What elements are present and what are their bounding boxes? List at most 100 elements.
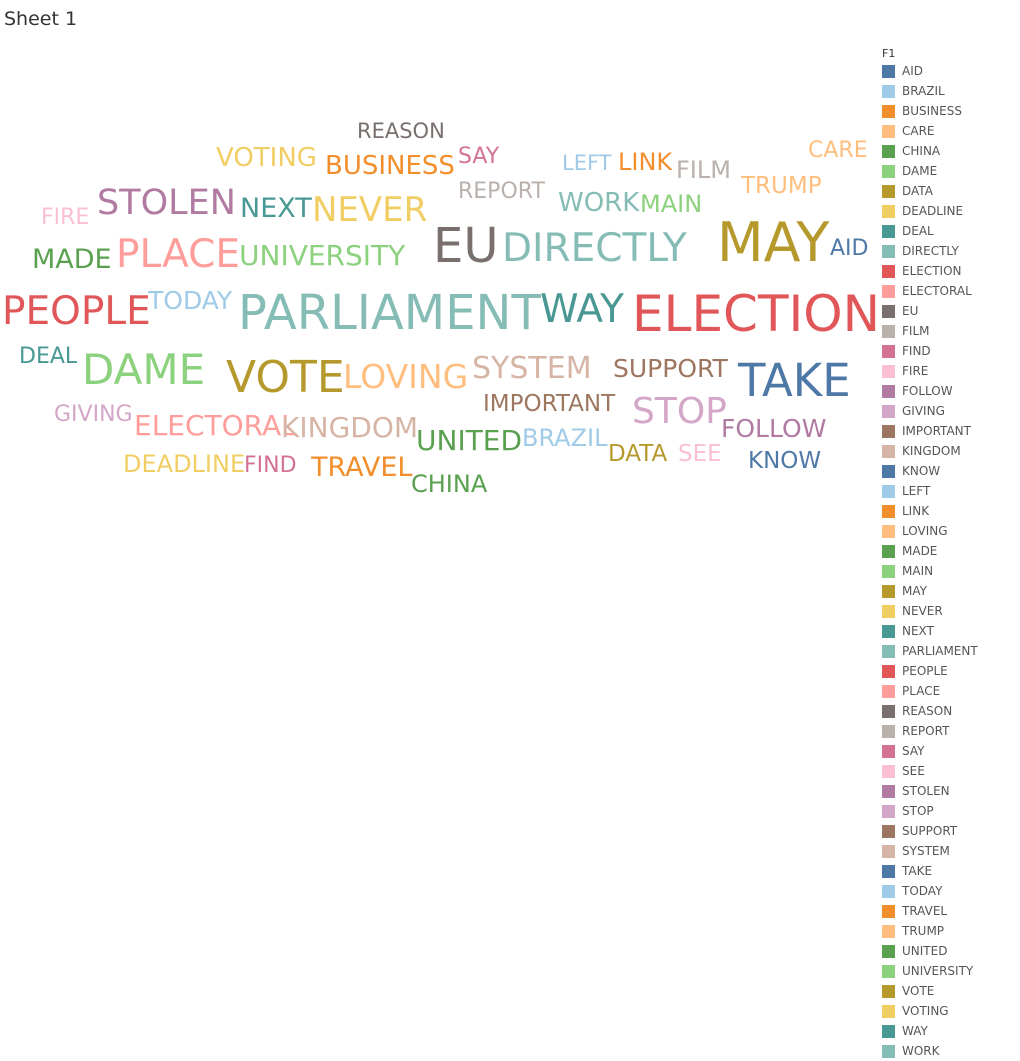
legend-label: SEE: [902, 764, 925, 778]
legend-swatch: [882, 724, 895, 738]
legend-label: REPORT: [902, 724, 950, 738]
legend-label: TODAY: [902, 884, 943, 898]
legend-item-fire[interactable]: FIRE: [882, 361, 1018, 381]
legend-item-loving[interactable]: LOVING: [882, 521, 1018, 541]
legend-item-giving[interactable]: GIVING: [882, 401, 1018, 421]
legend-swatch: [882, 404, 895, 418]
legend-item-know[interactable]: KNOW: [882, 461, 1018, 481]
word-say: SAY: [458, 144, 500, 169]
legend-item-take[interactable]: TAKE: [882, 861, 1018, 881]
legend-swatch: [882, 824, 895, 838]
word-directly: DIRECTLY: [502, 226, 687, 271]
legend-item-stop[interactable]: STOP: [882, 801, 1018, 821]
legend-label: VOTE: [902, 984, 935, 998]
word-left: LEFT: [562, 151, 612, 175]
word-deadline: DEADLINE: [123, 450, 246, 478]
legend-swatch: [882, 264, 895, 278]
legend-item-link[interactable]: LINK: [882, 501, 1018, 521]
legend-item-united[interactable]: UNITED: [882, 941, 1018, 961]
legend-label: KNOW: [902, 464, 941, 478]
word-find: FIND: [244, 453, 297, 478]
legend-item-deal[interactable]: DEAL: [882, 221, 1018, 241]
legend-item-voting[interactable]: VOTING: [882, 1001, 1018, 1021]
legend-swatch: [882, 544, 895, 558]
legend-item-left[interactable]: LEFT: [882, 481, 1018, 501]
legend-item-way[interactable]: WAY: [882, 1021, 1018, 1041]
legend-item-brazil[interactable]: BRAZIL: [882, 81, 1018, 101]
legend-item-china[interactable]: CHINA: [882, 141, 1018, 161]
word-voting: VOTING: [216, 143, 317, 173]
legend-label: GIVING: [902, 404, 945, 418]
word-loving: LOVING: [343, 357, 469, 396]
word-film: FILM: [676, 156, 731, 184]
legend-item-kingdom[interactable]: KINGDOM: [882, 441, 1018, 461]
legend-item-say[interactable]: SAY: [882, 741, 1018, 761]
legend-label: AID: [902, 64, 923, 78]
legend-item-follow[interactable]: FOLLOW: [882, 381, 1018, 401]
legend-item-dame[interactable]: DAME: [882, 161, 1018, 181]
legend-swatch: [882, 164, 895, 178]
legend-item-see[interactable]: SEE: [882, 761, 1018, 781]
legend-item-report[interactable]: REPORT: [882, 721, 1018, 741]
legend-item-aid[interactable]: AID: [882, 61, 1018, 81]
word-reason: REASON: [357, 119, 445, 143]
legend-item-never[interactable]: NEVER: [882, 601, 1018, 621]
legend-swatch: [882, 424, 895, 438]
word-follow: FOLLOW: [721, 414, 827, 443]
legend-item-parliament[interactable]: PARLIAMENT: [882, 641, 1018, 661]
legend-label: DEAL: [902, 224, 934, 238]
legend-swatch: [882, 964, 895, 978]
legend-item-electoral[interactable]: ELECTORAL: [882, 281, 1018, 301]
legend-item-may[interactable]: MAY: [882, 581, 1018, 601]
legend-item-film[interactable]: FILM: [882, 321, 1018, 341]
legend-item-work[interactable]: WORK: [882, 1041, 1018, 1061]
legend-item-next[interactable]: NEXT: [882, 621, 1018, 641]
legend-label: UNITED: [902, 944, 948, 958]
word-china: CHINA: [411, 470, 488, 498]
legend-item-care[interactable]: CARE: [882, 121, 1018, 141]
legend-item-vote[interactable]: VOTE: [882, 981, 1018, 1001]
legend-item-made[interactable]: MADE: [882, 541, 1018, 561]
legend-label: DIRECTLY: [902, 244, 959, 258]
legend-item-find[interactable]: FIND: [882, 341, 1018, 361]
legend-item-directly[interactable]: DIRECTLY: [882, 241, 1018, 261]
word-election: ELECTION: [632, 285, 880, 343]
legend-item-university[interactable]: UNIVERSITY: [882, 961, 1018, 981]
legend-label: BRAZIL: [902, 84, 945, 98]
legend-item-travel[interactable]: TRAVEL: [882, 901, 1018, 921]
legend-item-people[interactable]: PEOPLE: [882, 661, 1018, 681]
legend-item-reason[interactable]: REASON: [882, 701, 1018, 721]
legend-swatch: [882, 924, 895, 938]
legend-item-trump[interactable]: TRUMP: [882, 921, 1018, 941]
word-know: KNOW: [748, 448, 822, 474]
legend-item-system[interactable]: SYSTEM: [882, 841, 1018, 861]
legend-swatch: [882, 324, 895, 338]
legend-swatch: [882, 744, 895, 758]
legend-item-election[interactable]: ELECTION: [882, 261, 1018, 281]
legend-swatch: [882, 284, 895, 298]
legend-swatch: [882, 1004, 895, 1018]
word-work: WORK: [558, 188, 640, 218]
legend-swatch: [882, 764, 895, 778]
legend-label: STOLEN: [902, 784, 950, 798]
legend-swatch: [882, 944, 895, 958]
legend-swatch: [882, 1044, 895, 1058]
word-electoral: ELECTORAL: [134, 409, 297, 442]
legend-swatch: [882, 344, 895, 358]
legend-item-important[interactable]: IMPORTANT: [882, 421, 1018, 441]
word-business: BUSINESS: [325, 151, 455, 181]
legend-item-support[interactable]: SUPPORT: [882, 821, 1018, 841]
legend-label: FILM: [902, 324, 930, 338]
legend-item-data[interactable]: DATA: [882, 181, 1018, 201]
legend-item-business[interactable]: BUSINESS: [882, 101, 1018, 121]
legend-item-eu[interactable]: EU: [882, 301, 1018, 321]
word-care: CARE: [808, 138, 868, 163]
legend-item-place[interactable]: PLACE: [882, 681, 1018, 701]
legend-title: F1: [882, 47, 896, 60]
legend-item-stolen[interactable]: STOLEN: [882, 781, 1018, 801]
legend-item-main[interactable]: MAIN: [882, 561, 1018, 581]
legend-item-deadline[interactable]: DEADLINE: [882, 201, 1018, 221]
word-next: NEXT: [240, 193, 312, 224]
legend-swatch: [882, 484, 895, 498]
legend-item-today[interactable]: TODAY: [882, 881, 1018, 901]
